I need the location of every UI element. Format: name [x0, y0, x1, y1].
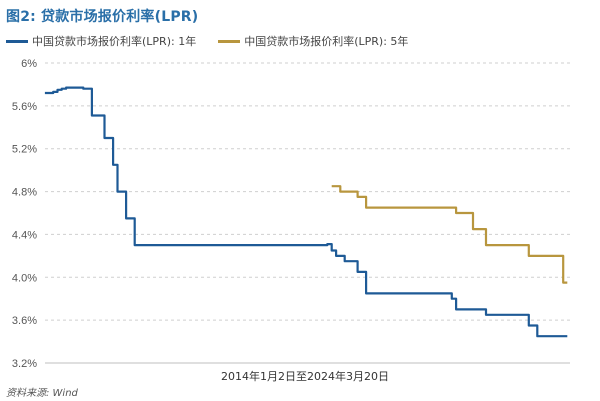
series-line-1y	[44, 86, 568, 338]
y-tick-label: 6%	[21, 58, 37, 70]
legend-swatch-5y	[218, 39, 241, 43]
y-tick-label: 4.8%	[12, 187, 37, 199]
series-line-5y	[331, 185, 568, 284]
y-tick-label: 4.0%	[12, 272, 37, 284]
y-tick-labels: 6% 5.6% 5.2% 4.8% 4.4% 4.0% 3.6% 3.2%	[12, 58, 37, 370]
y-tick-label: 3.6%	[12, 315, 37, 327]
y-tick-label: 5.6%	[12, 101, 37, 113]
legend-item-1y: 中国贷款市场报价利率(LPR): 1年	[6, 33, 196, 49]
legend-swatch-1y	[6, 39, 28, 43]
chart-title: 图2: 贷款市场报价利率(LPR)	[6, 9, 199, 25]
x-axis-label: 2014年1月2日至2024年3月20日	[221, 369, 389, 383]
y-tick-label: 4.4%	[12, 229, 37, 241]
source-note: 资料来源: Wind	[6, 388, 78, 399]
legend-label-1y: 中国贷款市场报价利率(LPR): 1年	[32, 35, 197, 48]
legend-label-5y: 中国贷款市场报价利率(LPR): 5年	[244, 35, 409, 48]
legend-item-5y: 中国贷款市场报价利率(LPR): 5年	[218, 33, 408, 49]
chart-legend: 中国贷款市场报价利率(LPR): 1年 中国贷款市场报价利率(LPR): 5年	[6, 33, 430, 49]
y-tick-label: 5.2%	[12, 144, 37, 156]
y-tick-label: 3.2%	[12, 358, 37, 370]
series-lines	[44, 86, 568, 338]
